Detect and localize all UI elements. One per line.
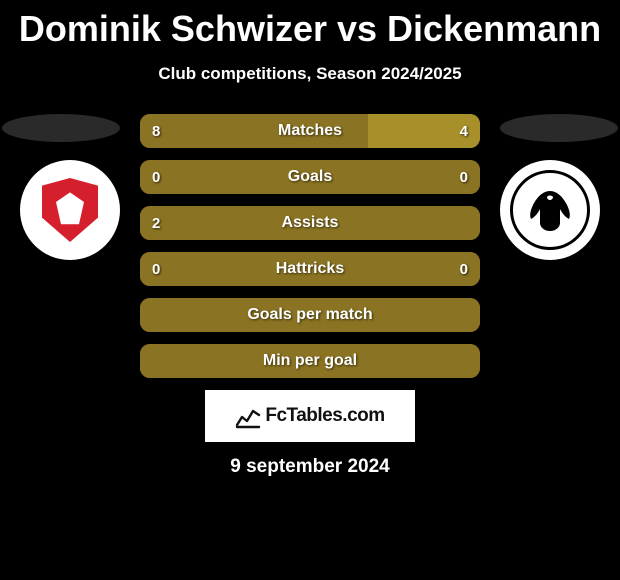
stat-row: 0 0 Goals [140,160,480,194]
player-shadow-right [500,114,618,142]
stat-value-left: 0 [152,169,160,186]
player-shadow-left [2,114,120,142]
page-subtitle: Club competitions, Season 2024/2025 [0,64,620,84]
stat-value-left: 0 [152,261,160,278]
stat-label: Hattricks [276,260,344,278]
chart-icon [235,403,261,429]
stat-label: Assists [282,214,339,232]
stat-label: Matches [278,122,342,140]
stat-label: Goals [288,168,332,186]
stat-label: Min per goal [263,352,357,370]
club-logo-left [20,160,120,260]
stat-row: Min per goal [140,344,480,378]
club-logo-right [500,160,600,260]
page-title: Dominik Schwizer vs Dickenmann [0,0,620,50]
branding-text: FcTables.com [265,405,384,427]
comparison-panel: 8 4 Matches 0 0 Goals 2 Assists 0 0 Hattricks Goals… [0,114,620,478]
stat-value-right: 0 [460,261,468,278]
shield-icon [42,178,98,242]
stat-value-right: 4 [460,123,468,140]
stat-row: Goals per match [140,298,480,332]
stat-label: Goals per match [247,306,372,324]
stat-row: 8 4 Matches [140,114,480,148]
eagle-badge-icon [510,170,590,250]
branding-badge: FcTables.com [205,390,415,442]
date-label: 9 september 2024 [0,456,620,478]
stat-row: 0 0 Hattricks [140,252,480,286]
stats-list: 8 4 Matches 0 0 Goals 2 Assists 0 0 Hattricks Goals… [140,114,480,378]
eagle-icon [523,183,577,237]
stat-value-right: 0 [460,169,468,186]
stat-value-left: 2 [152,215,160,232]
stat-value-left: 8 [152,123,160,140]
stat-row: 2 Assists [140,206,480,240]
